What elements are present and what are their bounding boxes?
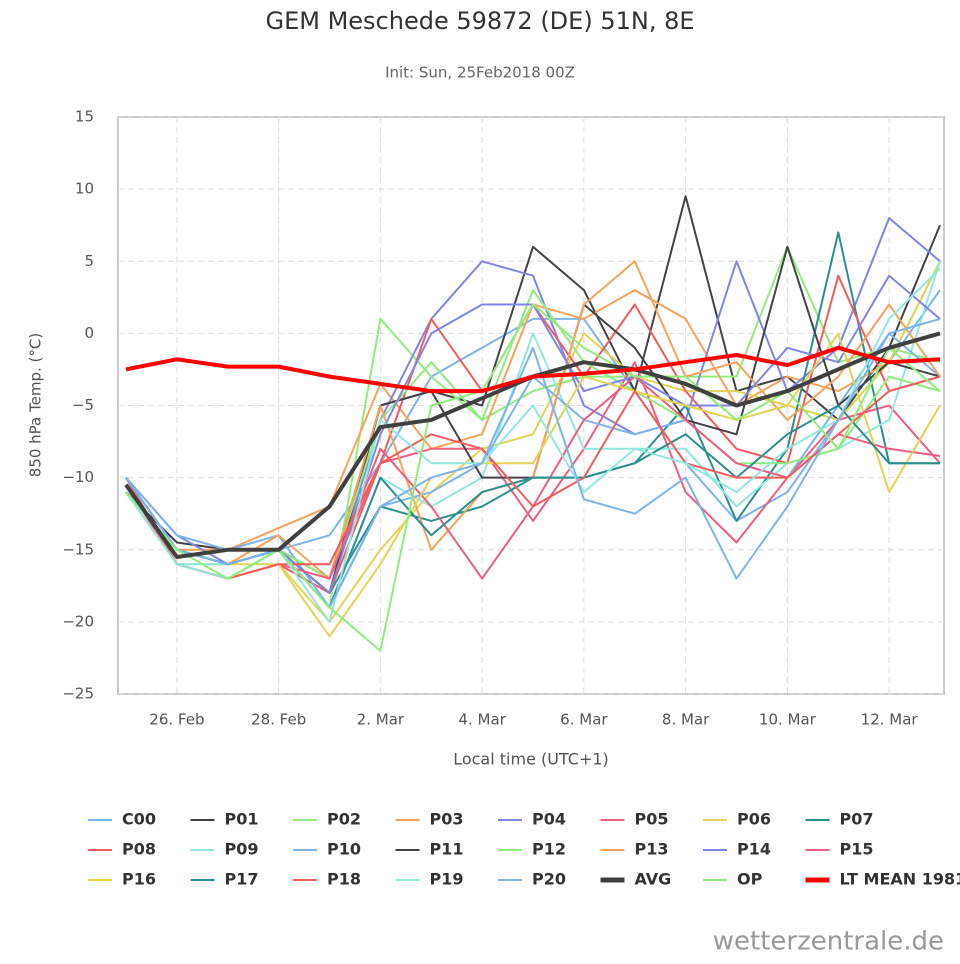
x-tick-label: 2. Mar [357,711,405,729]
watermark: wetterzentrale.de [713,927,944,957]
legend-label: P19 [430,870,464,889]
x-tick-label: 28. Feb [251,711,306,729]
x-tick-label: 12. Mar [861,711,919,729]
x-tick-label: 10. Mar [759,711,817,729]
legend-label: P13 [635,840,669,859]
legend-label: P01 [225,810,259,829]
legend-label: P08 [122,840,156,859]
legend-label: P02 [327,810,361,829]
legend-label: P05 [635,810,669,829]
y-tick-label: −10 [62,468,94,486]
legend-label: P12 [532,840,566,859]
legend-label: P10 [327,840,361,859]
y-tick-label: 0 [84,324,94,342]
x-tick-label: 4. Mar [458,711,506,729]
series-line [126,261,940,578]
y-tick-label: −25 [62,685,94,703]
legend-label: C00 [122,810,156,829]
x-axis-label: Local time (UTC+1) [453,750,609,769]
legend-label: P15 [840,840,874,859]
chart-title: GEM Meschede 59872 (DE) 51N, 8E [265,7,694,35]
legend-label: P03 [430,810,464,829]
legend-label: P11 [430,840,464,859]
legend-label: P17 [225,870,259,889]
y-tick-label: 5 [84,252,94,270]
y-tick-label: −15 [62,540,94,558]
legend-label: LT MEAN 1981-2010 [840,870,960,889]
legend-label: P20 [532,870,566,889]
y-tick-label: −20 [62,612,94,630]
y-tick-label: 15 [75,108,94,126]
legend-label: P18 [327,870,361,889]
legend-label: P06 [737,810,771,829]
legend-label: P09 [225,840,259,859]
x-tick-label: 8. Mar [662,711,710,729]
legend-label: P14 [737,840,771,859]
legend-label: AVG [635,870,672,889]
series-line [126,232,940,593]
y-tick-label: −5 [72,396,94,414]
y-axis-label: 850 hPa Temp. (°C) [27,333,45,477]
chart-subtitle: Init: Sun, 25Feb2018 00Z [385,64,575,82]
x-tick-label: 26. Feb [149,711,204,729]
legend-label: P04 [532,810,566,829]
x-tick-label: 6. Mar [560,711,608,729]
legend-label: P16 [122,870,156,889]
legend-label: P07 [840,810,874,829]
y-tick-label: 10 [75,180,94,198]
legend-label: OP [737,870,763,889]
